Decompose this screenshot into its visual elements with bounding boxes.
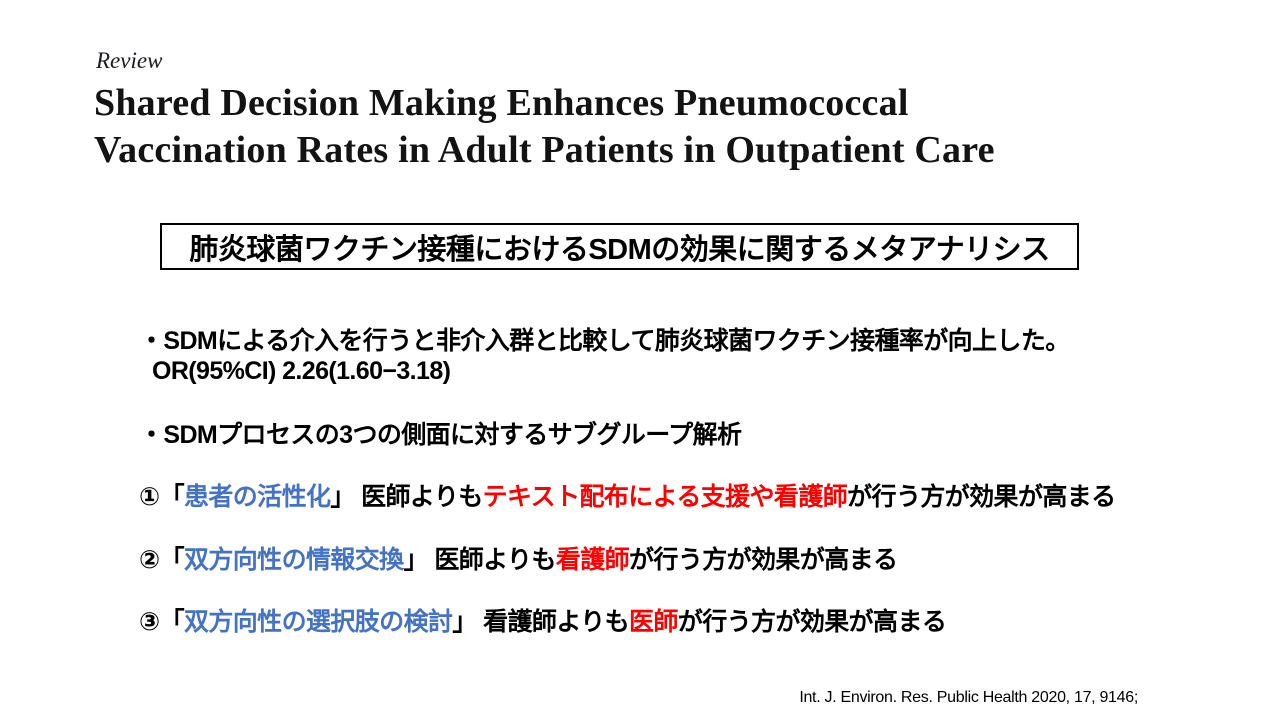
finding-1-conclusion: が行う方が効果が高まる [847, 483, 1116, 511]
finding-3-highlight: 医師 [629, 608, 678, 636]
finding-1: ①「患者の活性化」 医師よりもテキスト配布による支援や看護師が行う方が効果が高ま… [139, 477, 1116, 513]
summary-heading-box: 肺炎球菌ワクチン接種におけるSDMの効果に関するメタアナリシス [160, 223, 1079, 270]
bullet-sdm-effect: ・SDMによる介入を行うと非介入群と比較して肺炎球菌ワクチン接種率が向上した。 [139, 327, 1070, 355]
finding-3-comparison: 」 看護師よりも [452, 608, 630, 636]
finding-2-aspect: 双方向性の情報交換 [183, 546, 404, 574]
finding-3-conclusion: が行う方が効果が高まる [677, 608, 947, 636]
finding-3: ③「双方向性の選択肢の検討」 看護師よりも医師が行う方が効果が高まる [139, 602, 947, 638]
finding-2-number: ②「 [139, 546, 185, 574]
finding-1-highlight: テキスト配布による支援や看護師 [482, 483, 848, 511]
finding-3-aspect: 双方向性の選択肢の検討 [183, 608, 453, 636]
finding-1-aspect: 患者の活性化 [183, 483, 331, 511]
finding-3-number: ③「 [139, 608, 185, 636]
finding-1-number: ①「 [139, 483, 185, 511]
paper-title: Shared Decision Making Enhances Pneumoco… [94, 80, 1204, 174]
paper-title-line2: Vaccination Rates in Adult Patients in O… [94, 129, 995, 171]
finding-1-comparison: 」 医師よりも [330, 483, 483, 511]
paper-title-line1: Shared Decision Making Enhances Pneumoco… [94, 82, 909, 124]
journal-citation: Int. J. Environ. Res. Public Health 2020… [799, 689, 1138, 706]
summary-heading-text: 肺炎球菌ワクチン接種におけるSDMの効果に関するメタアナリシス [189, 233, 1050, 266]
finding-2: ②「双方向性の情報交換」 医師よりも看護師が行う方が効果が高まる [139, 540, 898, 576]
finding-2-highlight: 看護師 [555, 546, 630, 574]
bullet-odds-ratio: OR(95%CI) 2.26(1.60−3.18) [152, 357, 451, 385]
bullet-subgroup-analysis: ・SDMプロセスの3つの側面に対するサブグループ解析 [139, 421, 742, 449]
review-label: Review [96, 48, 163, 73]
finding-2-comparison: 」 医師よりも [403, 546, 557, 574]
finding-2-conclusion: が行う方が効果が高まる [629, 546, 898, 574]
